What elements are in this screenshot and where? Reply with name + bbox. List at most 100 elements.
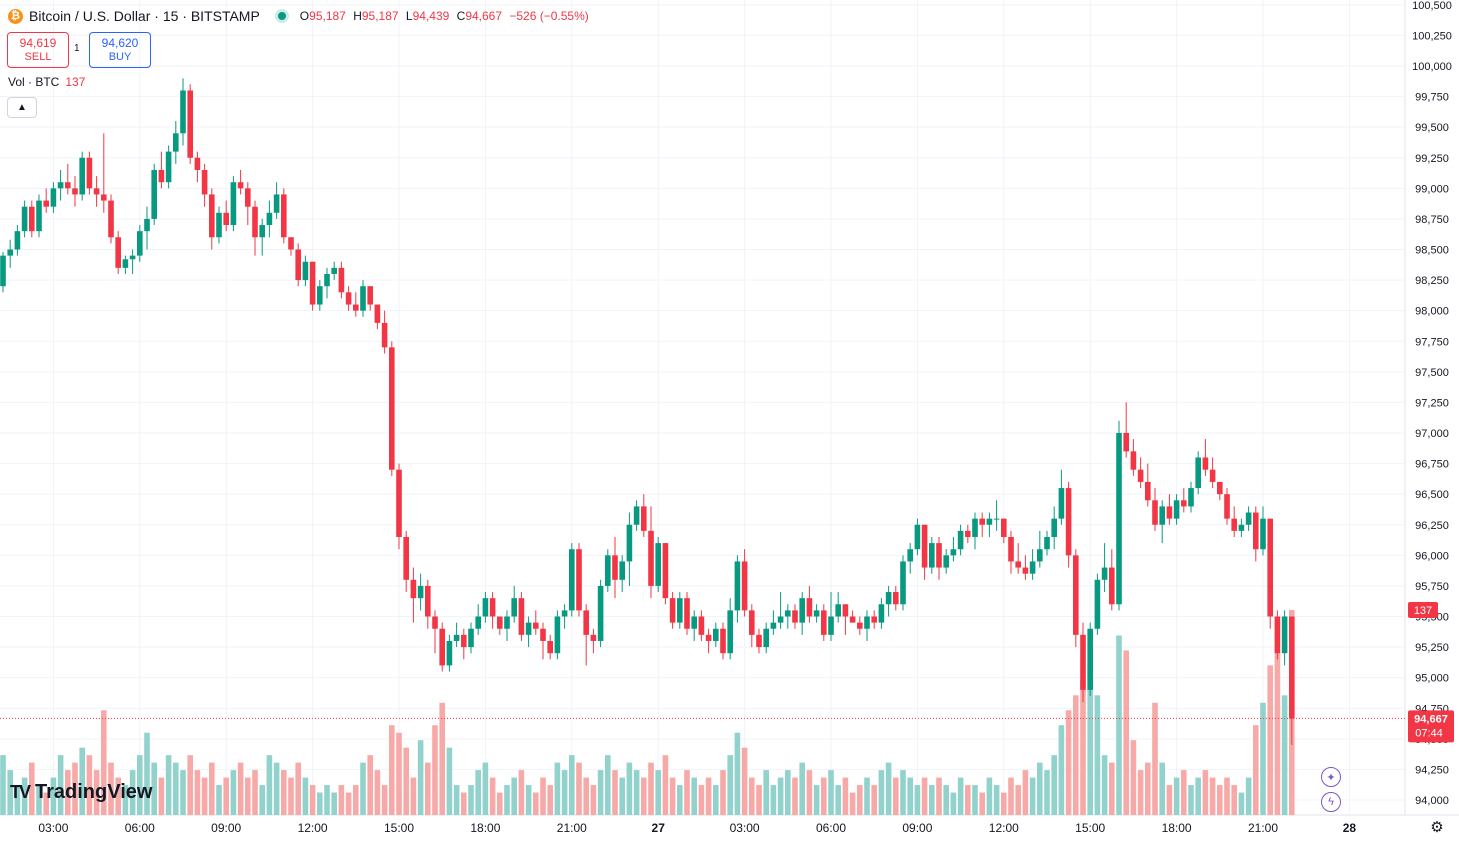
candle-body — [936, 543, 942, 568]
chevron-up-icon[interactable]: ▲ — [7, 97, 37, 118]
volume-bar — [129, 770, 136, 815]
time-tick-label: 27 — [652, 821, 666, 835]
candle-body — [1065, 488, 1072, 556]
price-grid — [0, 0, 1459, 816]
volume-bar — [216, 785, 222, 815]
candle-body — [1166, 506, 1173, 519]
volume-bar — [432, 725, 438, 815]
volume-legend[interactable]: Vol · BTC 137 — [8, 75, 85, 89]
time-tick-label: 15:00 — [1075, 821, 1105, 835]
volume-bar — [741, 747, 748, 815]
volume-bar — [367, 755, 373, 815]
sparkle-icon[interactable]: ✦ — [1321, 767, 1341, 787]
sell-button[interactable]: 94,619 SELL — [7, 32, 69, 68]
volume-bar — [828, 770, 834, 815]
time-tick-label: 21:00 — [557, 821, 587, 835]
volume-bar — [453, 785, 460, 815]
candle-body — [561, 610, 568, 617]
candle-body — [237, 182, 244, 189]
volume-bar — [50, 777, 57, 815]
candle-body — [266, 212, 273, 226]
volume-tag-value: 137 — [1414, 605, 1432, 617]
candle-body — [201, 169, 208, 195]
volume-bar — [1116, 635, 1122, 815]
volume-bar — [590, 785, 597, 815]
volume-bar — [36, 785, 42, 815]
volume-bar — [259, 785, 265, 815]
price-axis[interactable]: 100,500 100,250 100,000 99,750 99,500 99,250 9… — [1412, 0, 1452, 807]
volume-bar — [799, 762, 805, 815]
volume-bar — [583, 777, 589, 815]
volume-bar — [518, 770, 525, 815]
volume-bar — [1015, 785, 1021, 815]
volume-tag — [1408, 602, 1438, 618]
open-value: 95,187 — [309, 9, 346, 23]
buy-label: BUY — [108, 51, 132, 63]
volume-bar — [1224, 777, 1230, 815]
candle-body — [720, 628, 726, 654]
candle-body — [662, 543, 669, 599]
candle-body — [1159, 506, 1165, 525]
candle-body — [950, 549, 957, 556]
candle-body — [1022, 567, 1029, 574]
candle-body — [432, 616, 438, 629]
candle-body — [1029, 561, 1036, 574]
candle-body — [489, 598, 496, 617]
gear-icon[interactable]: ⚙ — [1430, 819, 1444, 836]
buy-button[interactable]: 94,620 BUY — [89, 32, 151, 68]
candle-body — [173, 133, 179, 152]
lightning-icon[interactable]: ϟ — [1321, 792, 1341, 812]
candle-body — [734, 561, 741, 611]
volume-bar — [101, 710, 107, 815]
high-value: 95,187 — [361, 9, 399, 23]
volume-bar — [1209, 777, 1216, 815]
chart-legend: ₿ Bitcoin / U.S. Dollar · 15 · BITSTAMP … — [8, 6, 589, 26]
candle-body — [907, 549, 913, 562]
time-tick-label: 06:00 — [125, 821, 155, 835]
volume-bar — [1152, 702, 1158, 815]
candle-body — [453, 634, 460, 641]
candle-body — [50, 188, 57, 207]
volume-bar — [1238, 792, 1245, 815]
candle-body — [165, 151, 172, 183]
candle-body — [1195, 457, 1201, 489]
volume-bar — [324, 785, 330, 815]
candle-body — [828, 616, 834, 635]
volume-bar — [86, 755, 93, 815]
candle-body — [1037, 549, 1043, 562]
symbol-title[interactable]: Bitcoin / U.S. Dollar · 15 · BITSTAMP — [29, 8, 260, 24]
candle-body — [1008, 536, 1014, 562]
candle-body — [1253, 512, 1259, 550]
volume-bar — [1231, 785, 1237, 815]
candle-body — [842, 604, 849, 617]
volume-bar — [43, 792, 49, 815]
volume-bar — [950, 792, 957, 815]
volume-bar — [705, 777, 712, 815]
volume-bar — [302, 777, 309, 815]
time-axis[interactable]: 03:00 06:00 09:00 12:00 15:00 18:00 21:00 27 03:… — [38, 821, 1356, 835]
candle-body — [1051, 518, 1057, 537]
volume-bar — [288, 777, 294, 815]
candle-body — [626, 524, 633, 562]
tradingview-logo[interactable]: TV TradingView — [10, 781, 152, 804]
candle-body — [921, 524, 928, 568]
volume-bar — [497, 792, 503, 815]
open-label: O — [299, 9, 310, 23]
volume-bar — [137, 755, 143, 815]
candle-body — [57, 182, 64, 189]
candle-body — [1109, 567, 1115, 605]
candle-body — [389, 347, 395, 470]
volume-bar — [1051, 755, 1057, 815]
volume-bar — [1037, 762, 1043, 815]
volume-bar — [1029, 777, 1036, 815]
candle-body — [713, 628, 719, 641]
candle-body — [849, 616, 856, 623]
price-tick-label: 99,500 — [1415, 122, 1449, 134]
volume-bar — [691, 777, 697, 815]
volume-bar — [245, 777, 251, 815]
candle-body — [0, 255, 6, 287]
candle-body — [864, 616, 870, 629]
price-tick-label: 96,500 — [1415, 489, 1449, 501]
volume-bar — [907, 777, 913, 815]
